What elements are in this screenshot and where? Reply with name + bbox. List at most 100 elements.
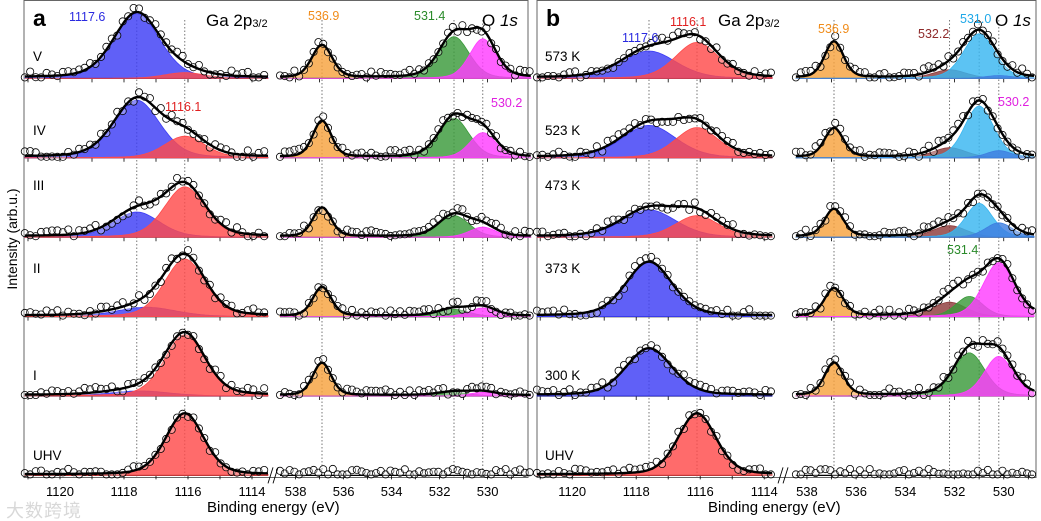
panel-b-ga-title: Ga 2p3/2: [718, 12, 780, 33]
data-point-o: [439, 209, 448, 218]
watermark: 大数跨境: [6, 502, 82, 520]
panel-b-letter: b: [546, 5, 561, 31]
data-point-o: [525, 468, 534, 477]
axis-break-mark: [782, 467, 789, 484]
data-point-ga: [167, 111, 176, 120]
fit-envelope-o: [795, 192, 1035, 237]
fit-envelope-ga: [537, 204, 773, 237]
data-point-ga: [598, 378, 607, 387]
data-point-o: [983, 465, 992, 474]
data-point-o: [295, 470, 304, 479]
axis-break-mark: [267, 467, 274, 484]
data-point-o: [511, 467, 520, 476]
data-point-o: [831, 118, 840, 127]
data-point-o: [491, 466, 500, 475]
row-label-a-1: IV: [33, 123, 46, 138]
peak-label-a-531-4: 531.4: [414, 9, 446, 23]
data-point-o: [525, 67, 534, 76]
data-point-o: [1023, 469, 1032, 478]
peak-label-a-1116-1: 1116.1: [165, 100, 202, 114]
peak-ga-1116.1: [536, 215, 773, 238]
peak-ga-1116.1: [536, 41, 773, 79]
peak-label-a-530-2: 530.2: [491, 96, 523, 110]
data-point-o: [328, 464, 337, 473]
data-point-o: [357, 467, 366, 476]
data-point-o: [290, 145, 299, 154]
row-label-a-5: UHV: [33, 448, 62, 463]
data-point-o: [919, 222, 928, 231]
data-point-o: [467, 470, 476, 479]
tick-label-ga: 1114: [239, 484, 266, 499]
data-point-o: [983, 258, 992, 267]
fit-envelope-ga: [537, 260, 773, 317]
data-point-o: [477, 468, 486, 477]
o-title-italic: 1s: [499, 11, 518, 30]
data-point-o: [924, 62, 933, 71]
row-label-b-4: 300 K: [545, 368, 581, 383]
tick-label-ga: 1120: [46, 484, 74, 499]
data-point-o: [458, 467, 467, 476]
row-label-a-2: III: [33, 178, 45, 193]
panel-a-ga-title: Ga 2p3/2: [206, 12, 268, 33]
data-point-o: [319, 465, 328, 474]
data-point-ga: [64, 225, 73, 234]
data-point-o: [367, 470, 376, 479]
data-point-ga: [260, 384, 269, 393]
fit-envelope-o: [279, 26, 531, 78]
row-label-a-4: I: [33, 368, 37, 383]
data-point-o: [439, 470, 448, 479]
data-point-o: [875, 469, 884, 478]
data-point-o: [919, 64, 928, 73]
peak-ga-1116.1: [536, 127, 773, 159]
o-title-text: O: [482, 11, 500, 30]
data-point-o: [895, 467, 904, 476]
tick-label-o: 538: [285, 484, 307, 499]
o-title-italic: 1s: [1012, 11, 1031, 30]
data-point-o: [463, 468, 472, 477]
tick-label-o: 536: [333, 484, 355, 499]
data-point-o: [973, 20, 982, 29]
data-point-o: [1018, 64, 1027, 73]
data-point-o: [501, 465, 510, 474]
y-axis-title: Intensity (arb.u.): [4, 188, 20, 290]
peak-o-530.2: [795, 262, 1035, 317]
data-point-o: [1028, 470, 1037, 479]
data-point-o: [865, 465, 874, 474]
data-point-o: [415, 467, 424, 476]
data-point-o: [973, 466, 982, 475]
data-point-o: [362, 468, 371, 477]
data-point-o: [1013, 470, 1022, 479]
data-point-o: [285, 466, 294, 475]
peak-label-b-532-2: 532.2: [918, 27, 950, 41]
data-point-o: [400, 465, 409, 474]
data-point-ga: [26, 67, 35, 76]
peak-label-a-536-9: 536.9: [308, 9, 340, 23]
data-point-ga: [571, 67, 580, 76]
fit-envelope-o: [795, 257, 1035, 317]
data-point-o: [801, 225, 810, 234]
data-point-o: [939, 287, 948, 296]
data-point-o: [924, 465, 933, 474]
data-point-o: [855, 146, 864, 155]
data-point-ga: [723, 305, 732, 314]
tick-label-o: 538: [796, 484, 818, 499]
data-point-ga: [756, 464, 765, 473]
data-point-o: [831, 32, 840, 41]
data-point-o: [846, 464, 855, 473]
x-axis-title-b: Binding energy (eV): [708, 499, 841, 516]
peak-ga-1116.1: [24, 135, 269, 159]
panel-b-o-title: O 1s: [995, 12, 1031, 30]
ga-title-sub: 3/2: [252, 18, 268, 30]
ga-title-sub: 3/2: [764, 18, 780, 30]
peak-ga-1116.1: [24, 186, 269, 238]
data-point-ga: [260, 147, 269, 156]
data-point-o: [386, 466, 395, 475]
fit-envelope-ga: [24, 180, 269, 237]
data-point-o: [860, 470, 869, 479]
data-point-ga: [728, 220, 737, 229]
data-point-o: [1018, 467, 1027, 476]
row-label-a-0: V: [33, 49, 43, 64]
fit-envelope-ga: [24, 252, 269, 317]
data-point-o: [482, 297, 491, 306]
